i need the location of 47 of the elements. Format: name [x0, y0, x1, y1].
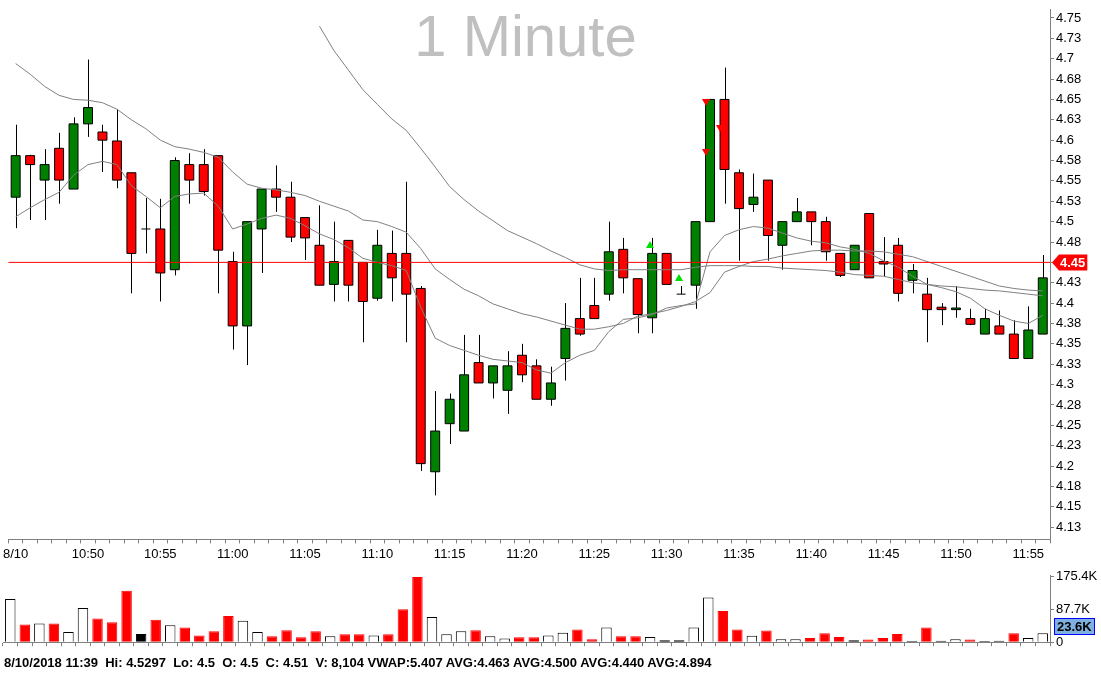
x-tick-label: 11:10 — [361, 545, 394, 561]
y-tick-label: 4.3 — [1056, 376, 1075, 392]
y-tick-label: 4.55 — [1056, 172, 1082, 188]
x-tick-label: 11:55 — [1012, 545, 1045, 561]
x-tick-label: 11:20 — [506, 545, 538, 561]
y-tick-label: 4.38 — [1056, 315, 1082, 331]
x-tick-label: 11:15 — [433, 545, 466, 561]
y-tick-label: 4.48 — [1056, 233, 1082, 249]
chart-title: 1 Minute — [413, 2, 638, 69]
x-tick-label: 10:55 — [144, 545, 177, 561]
x-tick-label: 11:40 — [795, 545, 828, 561]
text: 23.6K — [1054, 618, 1095, 635]
y-tick-label: 4.18 — [1056, 478, 1082, 494]
text: 8/10/2018 11:39 Hi: 4.5297 Lo: 4.5 O: 4.5 C: 4.51 V: 8,104 VWAP:5.407 AVG:4.463 AVG:4.500 AVG:4.440 AVG:4.894 — [4, 655, 712, 670]
y-tick-label: 4.13 — [1056, 518, 1082, 534]
y-tick-label: 4.15 — [1056, 498, 1082, 514]
y-tick-label: 87.7K — [1056, 600, 1091, 616]
x-tick-label: 11:45 — [867, 545, 900, 561]
y-tick-label: 4.5 — [1056, 213, 1075, 229]
y-tick-label: 4.7 — [1056, 50, 1075, 66]
y-tick-label: 4.63 — [1056, 111, 1082, 127]
y-tick-label: 4.58 — [1056, 152, 1082, 168]
y-tick-label: 4.73 — [1056, 29, 1082, 45]
x-tick-label: 8/10 — [3, 545, 29, 561]
x-tick-label: 10:50 — [71, 545, 105, 561]
y-tick-label: 4.43 — [1056, 274, 1082, 290]
y-tick-label: 175.4K — [1056, 567, 1098, 583]
x-tick-label: 11:50 — [940, 545, 972, 561]
y-tick-label: 4.53 — [1056, 192, 1082, 208]
x-tick-label: 11:25 — [578, 545, 611, 561]
y-tick-label: 4.2 — [1056, 457, 1075, 473]
x-tick-label: 11:30 — [650, 545, 683, 561]
y-tick-label: 4.33 — [1056, 355, 1082, 371]
x-tick-label: 11:35 — [723, 545, 755, 561]
y-tick-label: 4.65 — [1056, 91, 1082, 106]
y-tick-label: 4.4 — [1056, 294, 1075, 310]
y-tick-label: 4.25 — [1056, 416, 1082, 432]
ref-line-label: 4.45 — [1060, 254, 1086, 270]
y-tick-label: 4.28 — [1056, 396, 1082, 412]
x-tick-label: 11:00 — [216, 545, 249, 561]
y-tick-label: 4.35 — [1056, 335, 1082, 351]
y-tick-label: 0 — [1056, 633, 1064, 649]
x-tick-label: 11:05 — [289, 545, 321, 561]
y-tick-label: 4.75 — [1056, 9, 1082, 25]
y-tick-label: 4.68 — [1056, 70, 1082, 86]
y-tick-label: 4.6 — [1056, 131, 1075, 147]
y-tick-label: 4.23 — [1056, 437, 1082, 453]
